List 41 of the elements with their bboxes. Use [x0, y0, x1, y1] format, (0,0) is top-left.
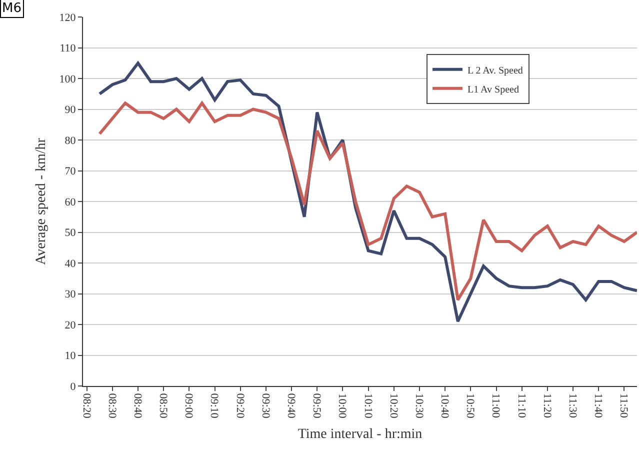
y-tick-label: 30: [64, 288, 76, 301]
x-tick-label: 11:20: [540, 393, 553, 418]
x-tick-label: 09:50: [310, 393, 323, 419]
x-tick-label: 09:40: [284, 393, 297, 419]
x-tick-label: 10:40: [438, 393, 451, 419]
y-tick-label: 60: [64, 196, 76, 208]
y-tick-label: 110: [60, 42, 76, 55]
x-axis-title: Time interval - hr:min: [298, 427, 422, 442]
x-tick-label: 09:00: [182, 393, 195, 419]
x-tick-label: 09:20: [234, 393, 246, 419]
y-axis-title: Average speed - km/hr: [34, 138, 49, 265]
text: M6: [2, 1, 22, 16]
x-tick-label: 08:40: [131, 393, 144, 419]
x-tick-label: 10:30: [412, 393, 425, 419]
legend-label: L1 Av Speed: [467, 84, 519, 96]
x-tick-label: 09:10: [208, 393, 220, 419]
line-series: [98, 102, 637, 302]
y-tick-label: 0: [70, 380, 76, 393]
x-tick-label: 10:00: [336, 393, 348, 419]
y-tick-label: 50: [64, 227, 76, 240]
x-tick-label: 08:20: [80, 393, 92, 419]
y-tick-label: 70: [64, 166, 76, 178]
x-tick-label: 11:50: [618, 393, 630, 418]
x-tick-label: 11:00: [490, 393, 502, 418]
y-tick-label: 90: [64, 104, 76, 116]
x-tick-label: 11:30: [566, 393, 578, 418]
y-tick-label: 40: [64, 258, 76, 270]
x-tick-label: 10:10: [362, 393, 374, 419]
legend-label: L 2 Av. Speed: [467, 65, 523, 76]
y-tick-label: 10: [64, 350, 76, 362]
x-tick-label: 10:50: [464, 393, 476, 419]
x-tick-label: 10:20: [387, 393, 400, 419]
x-tick-label: 11:10: [515, 393, 528, 418]
x-tick-label: 11:40: [592, 393, 604, 418]
y-tick-label: 80: [64, 134, 76, 147]
y-tick-label: 120: [59, 12, 76, 24]
y-tick-label: 100: [59, 73, 76, 86]
x-tick-label: 09:30: [259, 393, 272, 419]
x-tick-label: 08:30: [106, 393, 118, 419]
x-tick-label: 08:50: [157, 393, 170, 419]
y-tick-label: 20: [64, 319, 76, 332]
